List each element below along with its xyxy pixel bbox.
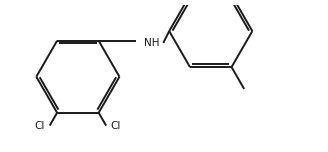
Text: Cl: Cl	[35, 121, 45, 131]
Text: Cl: Cl	[111, 121, 121, 131]
Text: NH: NH	[144, 38, 159, 48]
